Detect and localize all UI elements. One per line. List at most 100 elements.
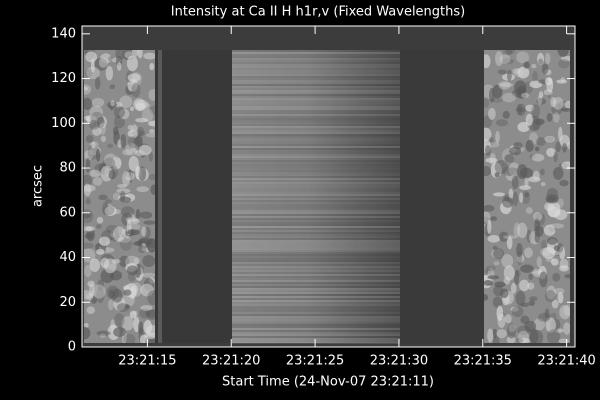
texture [531, 153, 545, 162]
stripe [232, 152, 400, 154]
stripe [232, 204, 400, 206]
stripe [232, 70, 400, 72]
texture [484, 54, 491, 69]
texture [558, 338, 569, 343]
texture [120, 134, 127, 149]
texture [561, 161, 570, 170]
stripe [232, 180, 400, 182]
stripe [232, 288, 400, 290]
texture [127, 78, 138, 92]
stripe [232, 76, 400, 78]
stripe [232, 232, 400, 234]
texture [516, 92, 527, 99]
texture [129, 106, 135, 112]
texture [99, 122, 106, 135]
stripe [232, 120, 400, 122]
stripe [232, 318, 400, 320]
stripe [232, 254, 400, 256]
y-tick-label: 0 [68, 340, 76, 355]
texture [529, 296, 538, 302]
texture [96, 287, 105, 304]
texture [517, 85, 527, 95]
texture [105, 65, 114, 81]
texture [109, 103, 114, 111]
texture [96, 330, 111, 336]
stripe [232, 286, 400, 288]
stripe [232, 250, 400, 252]
stripe [232, 94, 400, 96]
texture [122, 149, 133, 156]
texture [484, 127, 492, 141]
stripe [232, 304, 400, 306]
texture [113, 115, 125, 129]
texture [503, 235, 517, 240]
stripe [232, 114, 400, 116]
stripe [232, 118, 400, 120]
y-axis-label: arcsec [31, 165, 46, 207]
stripe [232, 154, 400, 156]
stripe [232, 194, 400, 196]
stripe [232, 52, 400, 54]
texture [504, 314, 512, 324]
texture [135, 208, 141, 220]
texture [523, 61, 530, 69]
stripe [232, 168, 400, 170]
texture [104, 206, 117, 216]
texture [487, 219, 492, 234]
texture [117, 184, 127, 189]
texture [564, 100, 570, 109]
stripe [232, 334, 400, 336]
texture [533, 318, 546, 331]
texture [554, 328, 564, 333]
texture [130, 124, 139, 139]
texture [96, 216, 104, 224]
texture [134, 99, 149, 110]
texture [94, 76, 101, 90]
stripe [232, 124, 400, 126]
texture [544, 77, 553, 86]
stripe [232, 84, 400, 86]
stripe [232, 90, 400, 92]
texture [543, 224, 556, 236]
texture [559, 265, 569, 272]
texture [105, 224, 119, 234]
texture [524, 247, 533, 259]
texture [558, 58, 570, 69]
stripe [232, 126, 400, 128]
stripe [232, 236, 400, 238]
texture [89, 169, 101, 178]
texture [144, 309, 155, 318]
stripe [232, 292, 400, 294]
texture [142, 254, 155, 267]
texture [137, 245, 147, 254]
stripe [232, 296, 400, 298]
stripe [232, 200, 400, 202]
texture [552, 272, 561, 282]
texture [484, 96, 490, 108]
texture [90, 111, 104, 125]
texture [484, 204, 495, 212]
texture [530, 269, 543, 274]
texture [149, 105, 155, 115]
texture [84, 264, 92, 278]
texture [492, 296, 503, 309]
texture [119, 237, 132, 251]
stripe [232, 272, 400, 274]
y-tick-label: 60 [59, 205, 76, 220]
texture [540, 181, 546, 187]
stripe [232, 184, 400, 186]
texture [536, 137, 546, 146]
texture [92, 284, 106, 299]
texture [84, 97, 92, 111]
texture [528, 300, 536, 306]
stripe [232, 320, 400, 322]
texture [506, 236, 513, 250]
texture [492, 335, 500, 343]
texture [508, 162, 520, 177]
texture [515, 107, 528, 113]
texture [120, 190, 126, 202]
stripe [232, 122, 400, 124]
texture [502, 92, 516, 103]
texture [536, 256, 542, 268]
texture [517, 330, 529, 343]
